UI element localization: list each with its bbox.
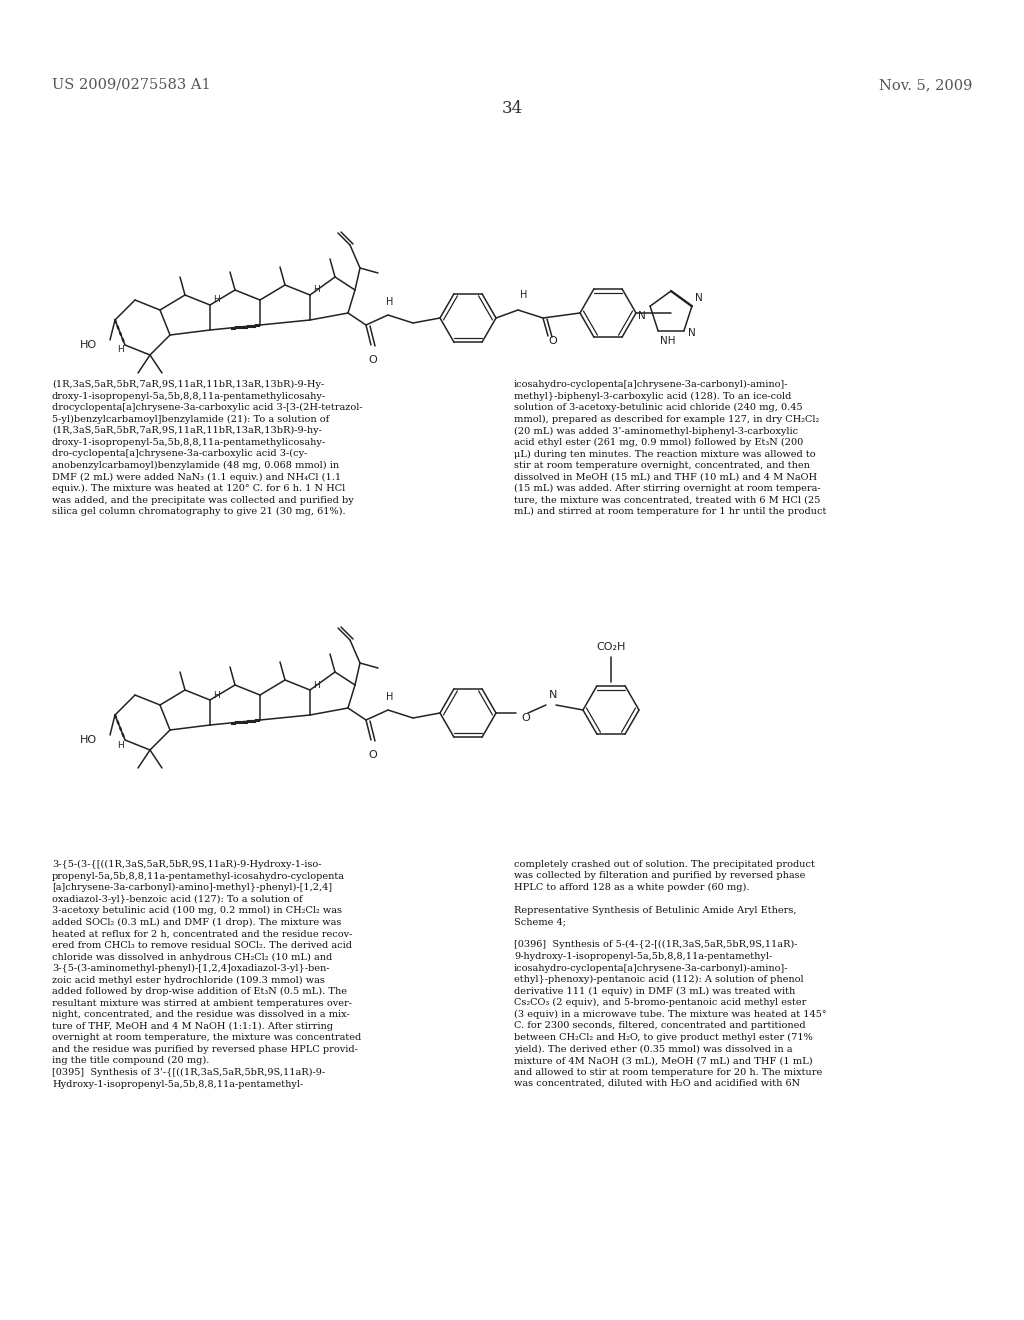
Text: H: H [213, 296, 220, 305]
Text: (1R,3aS,5aR,5bR,7aR,9S,11aR,11bR,13aR,13bR)-9-Hy-
droxy-1-isopropenyl-5a,5b,8,8,: (1R,3aS,5aR,5bR,7aR,9S,11aR,11bR,13aR,13… [52, 380, 362, 516]
Text: O: O [549, 337, 557, 346]
Text: HO: HO [80, 735, 97, 744]
Text: Nov. 5, 2009: Nov. 5, 2009 [879, 78, 972, 92]
Text: H: H [213, 690, 220, 700]
Text: H: H [117, 741, 124, 750]
Text: 3-{5-(3-{[((1R,3aS,5aR,5bR,9S,11aR)-9-Hydroxy-1-iso-
propenyl-5a,5b,8,8,11a-pent: 3-{5-(3-{[((1R,3aS,5aR,5bR,9S,11aR)-9-Hy… [52, 861, 361, 1089]
Text: CO₂H: CO₂H [596, 642, 626, 652]
Text: H: H [520, 290, 527, 300]
Text: N: N [695, 293, 702, 304]
Text: H: H [386, 692, 393, 702]
Text: O: O [369, 355, 378, 366]
Text: H: H [386, 297, 393, 308]
Text: N: N [638, 312, 646, 321]
Text: 34: 34 [502, 100, 522, 117]
Text: O: O [521, 713, 529, 723]
Text: O: O [369, 750, 378, 760]
Text: NH: NH [660, 335, 676, 346]
Text: N: N [549, 690, 557, 700]
Text: US 2009/0275583 A1: US 2009/0275583 A1 [52, 78, 211, 92]
Text: N: N [688, 327, 695, 338]
Text: icosahydro-cyclopenta[a]chrysene-3a-carbonyl)-amino]-
methyl}-biphenyl-3-carboxy: icosahydro-cyclopenta[a]chrysene-3a-carb… [514, 380, 826, 516]
Text: completely crashed out of solution. The precipitated product
was collected by fi: completely crashed out of solution. The … [514, 861, 826, 1088]
Text: H: H [313, 681, 319, 689]
Text: H: H [117, 346, 124, 355]
Text: H: H [313, 285, 319, 294]
Text: HO: HO [80, 341, 97, 350]
